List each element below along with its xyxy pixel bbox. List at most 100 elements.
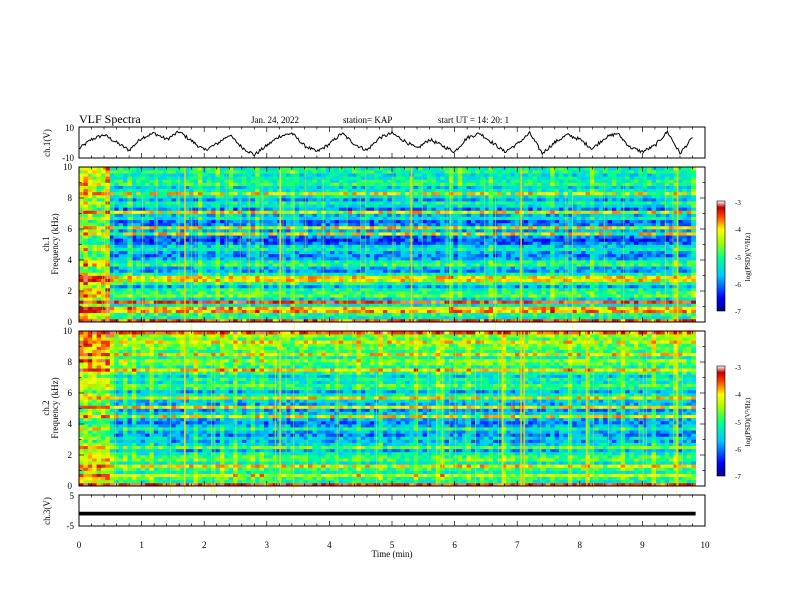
ch1-spectrogram-cell: [180, 191, 186, 196]
ch1-spectrogram-cell: [321, 275, 326, 279]
ch1-spectrogram-cell: [479, 204, 485, 208]
ch1-spectrogram-cell: [233, 294, 238, 298]
ch1-spectrogram-cell: [387, 173, 393, 177]
ch1-spectrogram-cell: [211, 229, 216, 233]
ch1-spectrogram-cell: [448, 300, 454, 304]
ch1-spectrogram-cell: [343, 284, 349, 289]
ch1-spectrogram-cell: [312, 188, 318, 193]
ch1-spectrogram-cell: [343, 176, 349, 180]
ch1-spectrogram-cell: [426, 269, 432, 273]
ch1-spectrogram-cell: [250, 297, 256, 301]
ch1-spectrogram-cell: [374, 235, 379, 239]
ch1-spectrogram-cell: [352, 309, 357, 314]
ch1-spectrogram-cell: [224, 303, 230, 307]
ch1-spectrogram-cell: [325, 309, 331, 314]
ch1-spectrogram-cell: [396, 179, 401, 183]
ch1-spectrogram-cell: [281, 201, 287, 205]
ch1-spectrogram-cell: [382, 309, 388, 314]
ch1-spectrogram-cell: [391, 179, 397, 183]
ch1-spectrogram-cell: [334, 229, 340, 233]
ch1-spectrogram-cell: [263, 173, 269, 177]
ch1-spectrogram-cell: [171, 201, 177, 205]
ch1-spectrogram-cell: [250, 210, 256, 214]
ch1-spectrogram-cell: [352, 204, 357, 208]
ch1-spectrogram-cell: [184, 185, 190, 190]
ch1-spectrogram-cell: [484, 247, 489, 252]
ch1-spectrogram-cell: [281, 222, 287, 227]
ch1-spectrogram-cell: [299, 235, 304, 239]
ch1-spectrogram-cell: [215, 179, 221, 183]
ch1-spectrogram-cell: [360, 207, 366, 211]
ch1-spectrogram-cell: [400, 297, 406, 301]
ch1-spectrogram-cell: [316, 176, 322, 180]
ch1-spectrogram-cell: [404, 294, 410, 298]
ch1-spectrogram-cell: [290, 235, 296, 239]
ch1-spectrogram-cell: [206, 207, 212, 211]
ch1-spectrogram-cell: [286, 250, 291, 255]
ch1-spectrogram-cell: [479, 198, 485, 202]
ch1-spectrogram-cell: [440, 222, 445, 227]
ch1-spectrogram-cell: [281, 170, 287, 174]
ch1-spectrogram-cell: [435, 179, 441, 183]
ch1-spectrogram-cell: [87, 238, 93, 242]
ch1-spectrogram-cell: [184, 244, 190, 248]
ch1-spectrogram-cell: [488, 275, 494, 279]
ch1-spectrogram-cell: [197, 194, 203, 199]
ch1-spectrogram-cell: [92, 272, 97, 276]
ch1-spectrogram-cell: [233, 191, 238, 196]
ch1-spectrogram-cell: [241, 278, 247, 283]
ch1-spectrogram-cell: [365, 185, 371, 190]
ch1-spectrogram-cell: [501, 318, 507, 323]
ch1-spectrogram-cell: [431, 170, 437, 174]
ch1-spectrogram-cell: [501, 284, 507, 289]
ch1-spectrogram-cell: [330, 247, 335, 252]
ch1-spectrogram-cell: [365, 244, 371, 248]
ch1-spectrogram-cell: [378, 191, 384, 196]
ch1-spectrogram-cell: [312, 315, 318, 320]
ch1-spectrogram-cell: [321, 303, 326, 307]
ch1-spectrogram-cell: [96, 229, 102, 233]
ch1-spectrogram-cell: [123, 219, 128, 224]
ch1-spectrogram-cell: [114, 303, 119, 307]
ch1-spectrogram-cell: [470, 213, 476, 217]
ch1-spectrogram-cell: [241, 198, 247, 202]
ch1-spectrogram-cell: [488, 306, 494, 310]
ch1-spectrogram-cell: [347, 260, 353, 264]
ch1-spectrogram-cell: [391, 297, 397, 301]
ch1-spectrogram-cell: [374, 250, 379, 255]
ch1-spectrogram-cell: [484, 253, 489, 258]
ch1-spectrogram-cell: [422, 250, 428, 255]
ch1-spectrogram-cell: [263, 294, 269, 298]
ch1-spectrogram-cell: [123, 179, 128, 183]
ch1-spectrogram-cell: [453, 194, 459, 199]
ch1-spectrogram-cell: [501, 194, 507, 199]
ch1-spectrogram-cell: [281, 256, 287, 261]
ch1-spectrogram-cell: [369, 213, 375, 217]
ch1-spectrogram-cell: [175, 194, 181, 199]
ch1-spectrogram-cell: [484, 306, 489, 310]
ch1-spectrogram-cell: [325, 269, 331, 273]
ch1-spectrogram-cell: [457, 303, 463, 307]
ch1-spectrogram-cell: [360, 185, 366, 190]
ch1-spectrogram-cell: [426, 213, 432, 217]
ch1-spectrogram-cell: [153, 275, 159, 279]
ch1-spectrogram-cell: [334, 318, 340, 323]
ch1-spectrogram-cell: [299, 191, 304, 196]
ch1-spectrogram-cell: [431, 263, 437, 267]
ch1-spectrogram-cell: [343, 297, 349, 301]
ch1-spectrogram-cell: [404, 232, 410, 236]
ch1-spectrogram-cell: [382, 284, 388, 289]
ch1-spectrogram-cell: [268, 232, 274, 236]
ch1-spectrogram-cell: [224, 188, 230, 193]
ch1-spectrogram-cell: [493, 176, 498, 180]
ch1-spectrogram-cell: [308, 306, 313, 310]
ch1-spectrogram-cell: [453, 303, 459, 307]
ch1-spectrogram-cell: [184, 235, 190, 239]
ch1-spectrogram-cell: [448, 294, 454, 298]
ch1-spectrogram-cell: [268, 256, 274, 261]
ch1-spectrogram-cell: [215, 303, 221, 307]
ch1-spectrogram-cell: [92, 284, 97, 289]
ch1-spectrogram-cell: [501, 278, 507, 283]
ch1-spectrogram-cell: [118, 281, 124, 286]
ch1-spectrogram-cell: [241, 204, 247, 208]
